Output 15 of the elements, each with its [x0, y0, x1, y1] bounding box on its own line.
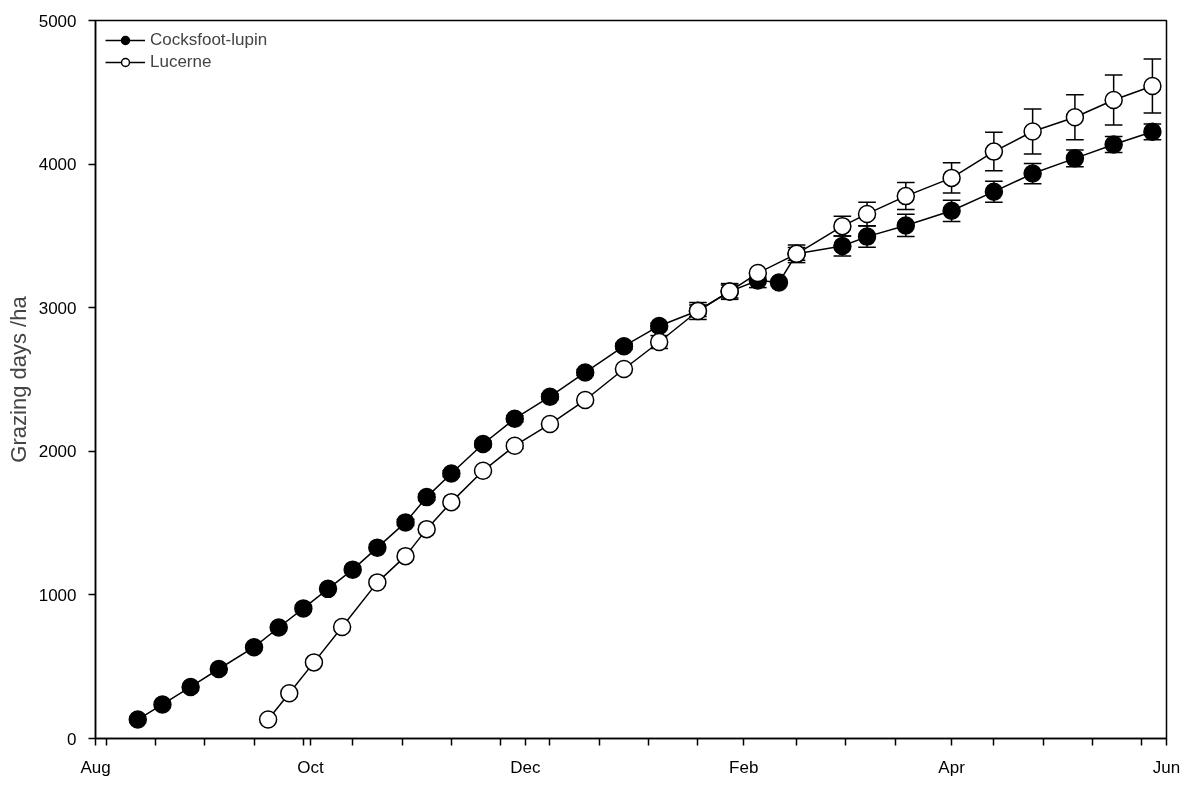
x-tick-label: Dec: [510, 757, 541, 777]
x-tick-label: Aug: [80, 757, 111, 777]
y-tick-label: 5000: [38, 11, 77, 31]
y-tick-label: 0: [67, 729, 77, 749]
legend-label: Cocksfoot-lupin: [150, 30, 268, 50]
x-tick-label: Jun: [1152, 757, 1181, 777]
legend-label: Lucerne: [150, 52, 212, 72]
y-tick-label: 3000: [38, 298, 77, 318]
y-axis-title: Grazing days /ha: [5, 295, 31, 463]
y-tick-label: 2000: [38, 442, 77, 462]
y-tick-label: 1000: [38, 585, 77, 605]
x-tick-label: Apr: [938, 757, 966, 777]
x-tick-label: Feb: [729, 757, 759, 777]
y-tick-label: 4000: [38, 155, 77, 175]
x-tick-label: Oct: [297, 757, 324, 777]
